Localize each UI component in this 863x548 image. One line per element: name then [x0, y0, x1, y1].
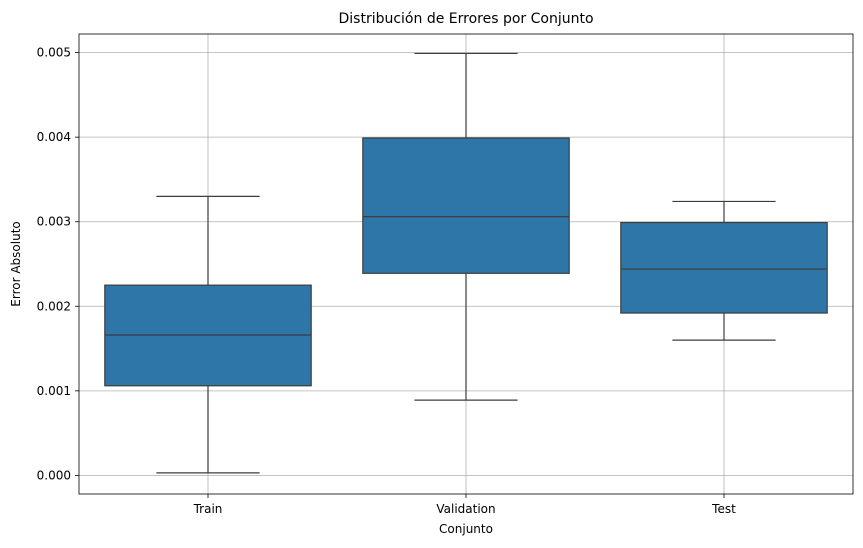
chart-title: Distribución de Errores por Conjunto [338, 11, 593, 27]
y-tick-label: 0.001 [37, 384, 71, 398]
x-tick-label: Train [193, 502, 223, 516]
y-tick-label: 0.005 [37, 46, 71, 60]
axis-layer: 0.000 0.001 0.002 0.003 0.004 0.005 Train Valid… [37, 33, 854, 516]
y-tick-label: 0.003 [37, 215, 71, 229]
y-tick-label: 0.004 [37, 130, 71, 144]
y-axis-label: Error Absoluto [9, 221, 23, 306]
iqr-box [620, 221, 828, 314]
y-tick-label: 0.002 [37, 299, 71, 313]
x-tick-label: Validation [436, 502, 495, 516]
x-tick-label: Test [711, 502, 736, 516]
box-group-train [104, 195, 312, 474]
y-tick-label: 0.000 [37, 468, 71, 482]
box-layer [104, 52, 828, 474]
x-axis-label: Conjunto [439, 522, 493, 536]
iqr-box [362, 137, 570, 274]
plot-frame [78, 33, 854, 495]
box-group-test [620, 200, 828, 341]
box-group-validation [362, 52, 570, 401]
